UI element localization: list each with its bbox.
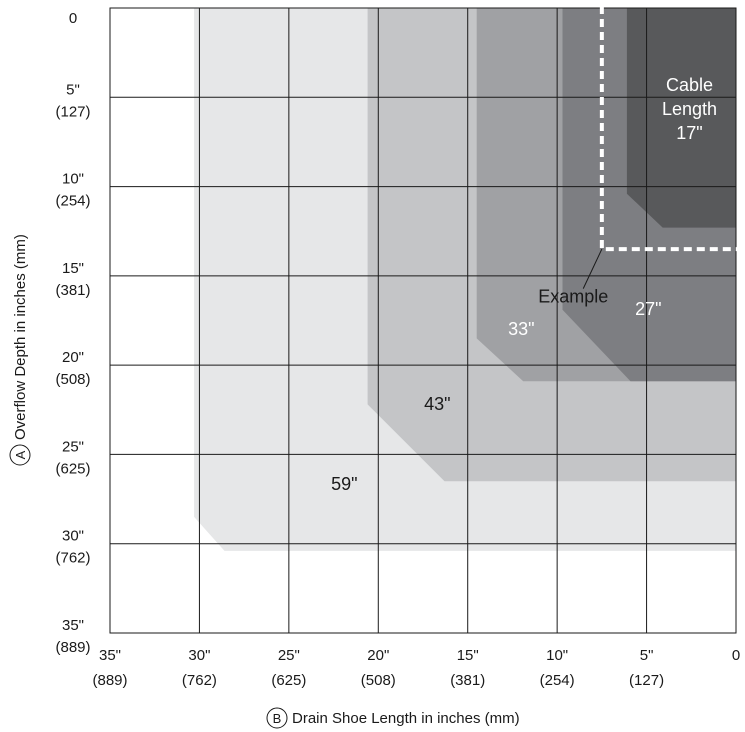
x-tick-label-5: 10" [546,647,568,664]
y-tick-sublabel-6: (762) [55,550,90,567]
example-dashed-line [599,6,738,252]
region-4 [626,8,736,228]
x-tick-label-3: 20" [367,647,389,664]
region-label-4: Cable Length 17" [662,75,717,143]
x-tick-label-6: 5" [640,647,654,664]
x-tick-sublabel-3: (508) [361,672,396,689]
y-tick-label-6: 30" [62,528,84,545]
y-tick-sublabel-7: (889) [55,639,90,656]
annotation-layer: Example [538,6,738,307]
regions-layer [194,8,737,551]
x-tick-sublabel-0: (889) [92,672,127,689]
axis-labels-layer: B Drain Shoe Length in inches (mm) A Overfl… [9,234,520,729]
y-tick-sublabel-5: (625) [55,460,90,477]
y-axis-label: A Overflow Depth in inches (mm) [9,234,31,466]
y-tick-label-4: 20" [62,349,84,366]
x-tick-sublabel-4: (381) [450,672,485,689]
x-tick-label-4: 15" [457,647,479,664]
y-tick-label-2: 10" [62,171,84,188]
x-tick-label-1: 30" [188,647,210,664]
y-tick-label-0: 0 [69,10,77,27]
y-tick-sublabel-2: (254) [55,193,90,210]
y-tick-sublabel-1: (127) [55,103,90,120]
x-axis-marker-circle [266,707,288,729]
x-tick-label-2: 25" [278,647,300,664]
x-axis-title: Drain Shoe Length in inches (mm) [292,710,520,727]
tick-labels-layer: 35" (889) 30" (762) 25" (625) 20" (508) 15" (381)… [55,10,740,689]
x-tick-sublabel-1: (762) [182,672,217,689]
example-label: Example [538,287,608,307]
y-axis-title: Overflow Depth in inches (mm) [12,234,29,440]
y-tick-label-7: 35" [62,617,84,634]
x-tick-sublabel-2: (625) [271,672,306,689]
x-tick-label-7: 0 [732,647,740,664]
y-tick-sublabel-4: (508) [55,371,90,388]
region-label-2: 33" [508,319,534,339]
region-label-1: 43" [424,394,450,414]
x-tick-sublabel-5: (254) [540,672,575,689]
grid-layer [109,7,737,634]
region-label-0: 59" [331,474,357,494]
x-tick-sublabel-6: (127) [629,672,664,689]
y-tick-sublabel-3: (381) [55,282,90,299]
y-tick-label-3: 15" [62,260,84,277]
example-leader-line [582,248,603,289]
y-axis-marker-circle [9,444,31,466]
x-axis-label: B Drain Shoe Length in inches (mm) [266,707,520,729]
region-labels-layer: 59" 43" 33" 27" Cable Length 17" [331,75,717,494]
plot-frame [109,7,737,634]
y-axis-marker: A [13,450,28,459]
region-label-3: 27" [635,299,661,319]
y-tick-label-5: 25" [62,438,84,455]
x-axis-marker: B [273,711,282,726]
x-tick-label-0: 35" [99,647,121,664]
y-tick-label-1: 5" [66,81,80,98]
